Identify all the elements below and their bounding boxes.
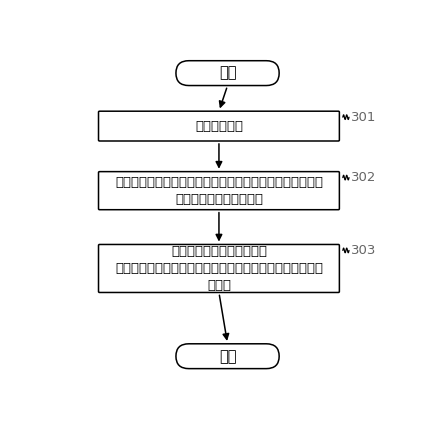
Text: 302: 302	[352, 171, 377, 184]
FancyBboxPatch shape	[99, 245, 339, 292]
Text: 303: 303	[352, 244, 377, 257]
Text: 开始: 开始	[219, 66, 236, 80]
Text: 基于样本数据对预训练后的
视觉模型进行至少一次迭代微调训练，输出已训练的目标视
觉模型: 基于样本数据对预训练后的 视觉模型进行至少一次迭代微调训练，输出已训练的目标视 …	[115, 245, 323, 292]
FancyBboxPatch shape	[176, 344, 279, 369]
FancyBboxPatch shape	[99, 172, 339, 210]
FancyBboxPatch shape	[99, 111, 339, 141]
Text: 获取样本数据: 获取样本数据	[195, 120, 243, 132]
Text: 结束: 结束	[219, 349, 236, 364]
FancyBboxPatch shape	[176, 61, 279, 86]
Text: 301: 301	[352, 111, 377, 124]
Text: 基于样本数据对待训练的视觉模型进行至少一次迭代预训练
输出预训练后的视觉模型: 基于样本数据对待训练的视觉模型进行至少一次迭代预训练 输出预训练后的视觉模型	[115, 176, 323, 206]
